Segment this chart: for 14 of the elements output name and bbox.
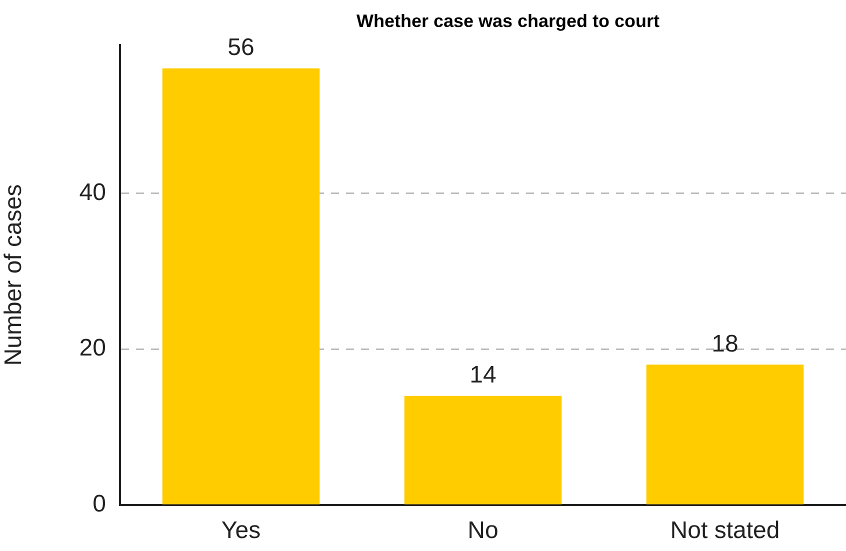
x-tick-label: No	[468, 517, 498, 544]
y-tick-label: 20	[79, 334, 106, 362]
x-tick-label: Not stated	[670, 517, 780, 544]
bar	[162, 68, 320, 504]
x-tick-label: Yes	[221, 517, 261, 544]
data-label: 14	[470, 361, 496, 388]
bar	[404, 396, 562, 504]
data-label: 56	[228, 34, 254, 62]
data-label: 18	[712, 330, 738, 358]
y-tick-label: 40	[79, 178, 106, 206]
y-tick-label: 0	[92, 490, 106, 518]
chart-title: Whether case was charged to court	[356, 10, 660, 31]
bar	[646, 364, 804, 504]
y-axis-title: Number of cases	[0, 184, 28, 366]
